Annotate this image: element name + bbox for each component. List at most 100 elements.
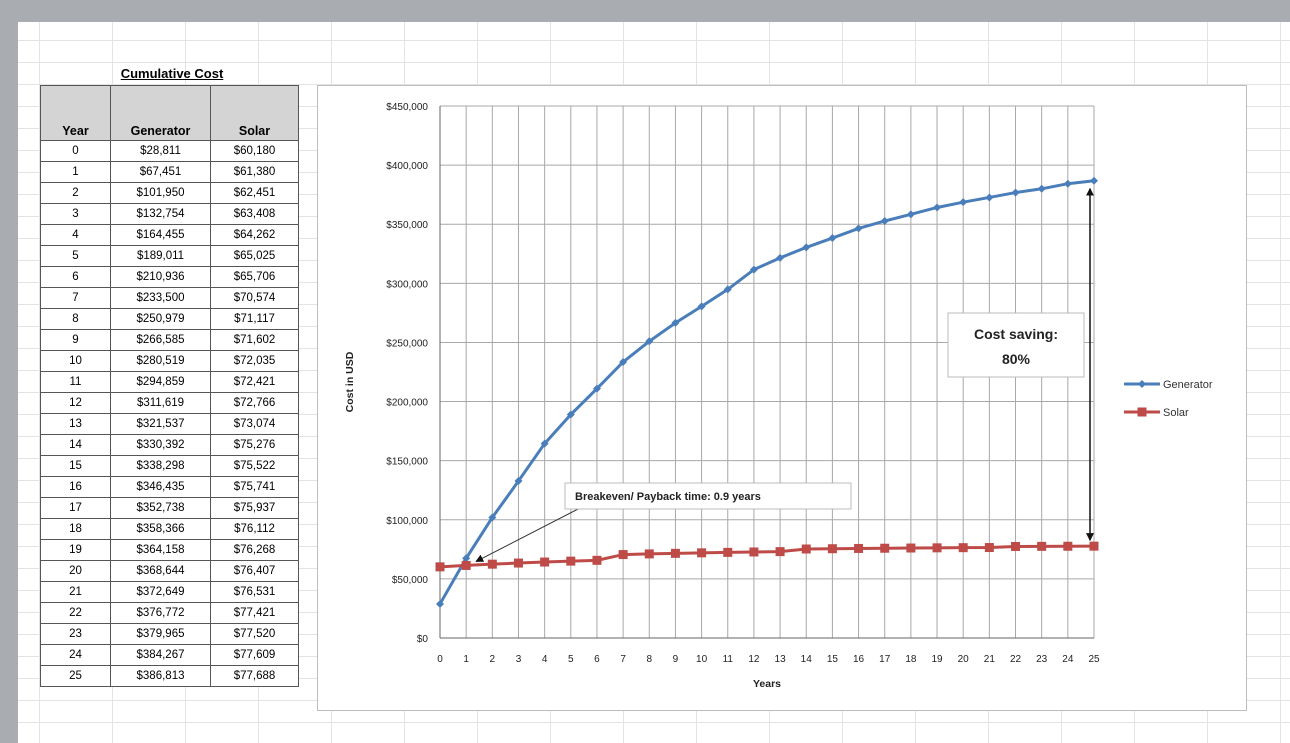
data-point xyxy=(697,302,706,311)
table-row: 19 $364,158 $76,268 xyxy=(40,539,299,561)
x-tick-label: 25 xyxy=(1088,654,1100,665)
breakeven-arrow xyxy=(475,507,581,562)
cell-solar-cost: $75,937 xyxy=(210,497,299,519)
cell-solar-cost: $76,268 xyxy=(210,539,299,561)
header-generator: Generator xyxy=(110,85,211,141)
data-point xyxy=(828,234,837,243)
cell-generator-cost: $358,366 xyxy=(110,518,211,540)
y-tick-label: $50,000 xyxy=(392,575,429,586)
cell-generator-cost: $346,435 xyxy=(110,476,211,498)
table-row: 11 $294,859 $72,421 xyxy=(40,371,299,393)
cell-year: 15 xyxy=(40,455,111,477)
data-point xyxy=(906,210,915,219)
data-point xyxy=(644,549,654,559)
y-tick-label: $100,000 xyxy=(386,516,428,527)
data-point xyxy=(697,548,707,558)
x-tick-label: 0 xyxy=(437,654,443,665)
cell-year: 7 xyxy=(40,287,111,309)
cell-solar-cost: $76,531 xyxy=(210,581,299,603)
data-point xyxy=(776,253,785,262)
cell-generator-cost: $376,772 xyxy=(110,602,211,624)
cell-year: 25 xyxy=(40,665,111,687)
cell-year: 6 xyxy=(40,266,111,288)
cumulative-cost-table: Year Generator Solar 0 $28,811 $60,180 1 $67… xyxy=(40,85,299,687)
table-row: 24 $384,267 $77,609 xyxy=(40,644,299,666)
x-tick-label: 20 xyxy=(958,654,970,665)
cell-year: 19 xyxy=(40,539,111,561)
y-axis-title: Cost in USD xyxy=(344,351,356,412)
cell-year: 13 xyxy=(40,413,111,435)
data-point xyxy=(618,550,628,560)
data-point xyxy=(1037,184,1046,193)
cell-generator-cost: $250,979 xyxy=(110,308,211,330)
cell-solar-cost: $65,706 xyxy=(210,266,299,288)
cost-saving-annotation: Cost saving: 80% xyxy=(947,187,1094,542)
table-row: 9 $266,585 $71,602 xyxy=(40,329,299,351)
y-tick-label: $450,000 xyxy=(386,102,428,113)
table-row: 0 $28,811 $60,180 xyxy=(40,140,299,162)
x-tick-label: 19 xyxy=(931,654,943,665)
data-point xyxy=(906,543,916,553)
cell-year: 18 xyxy=(40,518,111,540)
cell-generator-cost: $379,965 xyxy=(110,623,211,645)
cell-solar-cost: $65,025 xyxy=(210,245,299,267)
cost-saving-label: Cost saving: xyxy=(974,326,1058,342)
table-row: 1 $67,451 $61,380 xyxy=(40,161,299,183)
data-point xyxy=(540,557,550,567)
x-tick-label: 22 xyxy=(1010,654,1022,665)
table-row: 10 $280,519 $72,035 xyxy=(40,350,299,372)
x-tick-label: 21 xyxy=(984,654,996,665)
data-point xyxy=(1063,541,1073,551)
data-point xyxy=(540,439,549,448)
data-point xyxy=(880,543,890,553)
y-tick-label: $200,000 xyxy=(386,398,428,409)
data-point xyxy=(802,243,811,252)
cell-generator-cost: $294,859 xyxy=(110,371,211,393)
cell-solar-cost: $77,520 xyxy=(210,623,299,645)
data-point xyxy=(854,224,863,233)
data-point xyxy=(723,285,732,294)
chart-legend: Generator Solar xyxy=(1124,379,1213,419)
cell-year: 12 xyxy=(40,392,111,414)
series-generator xyxy=(436,176,1098,608)
data-point xyxy=(461,560,471,570)
cell-generator-cost: $28,811 xyxy=(110,140,211,162)
data-point xyxy=(645,337,654,346)
cell-generator-cost: $164,455 xyxy=(110,224,211,246)
data-point xyxy=(462,554,471,563)
cell-generator-cost: $280,519 xyxy=(110,350,211,372)
legend-label: Generator xyxy=(1163,379,1213,391)
cell-solar-cost: $72,035 xyxy=(210,350,299,372)
x-tick-label: 9 xyxy=(673,654,679,665)
data-point xyxy=(566,556,576,566)
y-axis-ticks: $0 $50,000 $100,000 $150,000 $200,000 $250,00… xyxy=(386,102,428,645)
legend-item-generator: Generator xyxy=(1124,379,1213,391)
cell-solar-cost: $71,117 xyxy=(210,308,299,330)
table-row: 2 $101,950 $62,451 xyxy=(40,182,299,204)
cell-solar-cost: $72,766 xyxy=(210,392,299,414)
cell-generator-cost: $368,644 xyxy=(110,560,211,582)
x-axis-title: Years xyxy=(753,678,781,690)
data-point xyxy=(436,599,444,608)
x-tick-label: 7 xyxy=(620,654,626,665)
cell-generator-cost: $210,936 xyxy=(110,266,211,288)
cell-year: 8 xyxy=(40,308,111,330)
x-tick-label: 2 xyxy=(490,654,496,665)
data-point xyxy=(1011,188,1020,197)
data-point xyxy=(487,559,497,569)
cell-generator-cost: $372,649 xyxy=(110,581,211,603)
cell-solar-cost: $77,688 xyxy=(210,665,299,687)
data-point xyxy=(1037,541,1047,551)
table-row: 18 $358,366 $76,112 xyxy=(40,518,299,540)
data-point xyxy=(880,216,889,225)
cell-solar-cost: $77,421 xyxy=(210,602,299,624)
table-row: 17 $352,738 $75,937 xyxy=(40,497,299,519)
cell-year: 2 xyxy=(40,182,111,204)
cell-solar-cost: $72,421 xyxy=(210,371,299,393)
cell-year: 9 xyxy=(40,329,111,351)
header-year: Year xyxy=(40,85,111,141)
cell-year: 16 xyxy=(40,476,111,498)
table-row: 21 $372,649 $76,531 xyxy=(40,581,299,603)
table-row: 3 $132,754 $63,408 xyxy=(40,203,299,225)
series-solar xyxy=(435,541,1099,572)
